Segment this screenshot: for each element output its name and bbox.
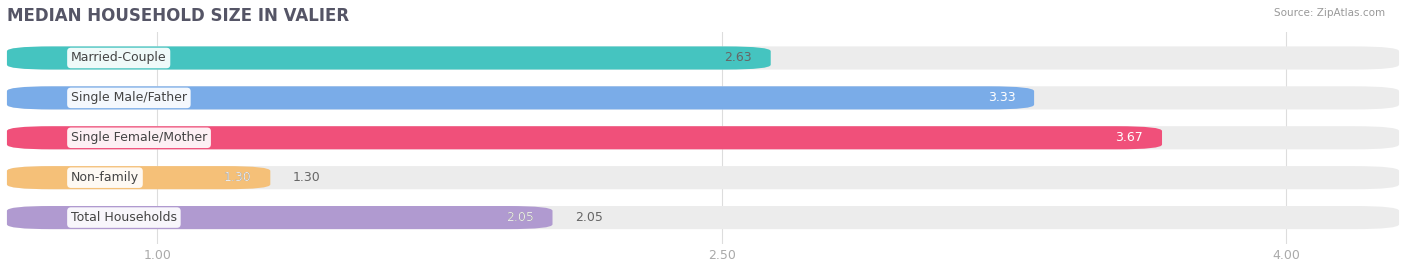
Text: 2.05: 2.05 — [575, 211, 603, 224]
Text: 1.30: 1.30 — [224, 171, 252, 184]
Text: Single Male/Father: Single Male/Father — [70, 91, 187, 104]
Text: 1.30: 1.30 — [224, 171, 252, 184]
Text: 2.05: 2.05 — [506, 211, 534, 224]
FancyBboxPatch shape — [7, 126, 1161, 149]
Text: 2.63: 2.63 — [724, 51, 752, 65]
FancyBboxPatch shape — [7, 47, 1399, 70]
Text: Source: ZipAtlas.com: Source: ZipAtlas.com — [1274, 8, 1385, 18]
FancyBboxPatch shape — [7, 166, 1399, 189]
Text: Married-Couple: Married-Couple — [70, 51, 166, 65]
Text: Total Households: Total Households — [70, 211, 177, 224]
FancyBboxPatch shape — [7, 166, 270, 189]
Text: 2.05: 2.05 — [506, 211, 534, 224]
Text: MEDIAN HOUSEHOLD SIZE IN VALIER: MEDIAN HOUSEHOLD SIZE IN VALIER — [7, 7, 349, 25]
FancyBboxPatch shape — [7, 47, 770, 70]
FancyBboxPatch shape — [7, 206, 1399, 229]
FancyBboxPatch shape — [7, 86, 1399, 109]
Text: 3.33: 3.33 — [987, 91, 1015, 104]
Text: 3.67: 3.67 — [1115, 131, 1143, 144]
FancyBboxPatch shape — [7, 86, 1033, 109]
FancyBboxPatch shape — [7, 126, 1399, 149]
FancyBboxPatch shape — [7, 206, 553, 229]
Text: 1.30: 1.30 — [292, 171, 321, 184]
Text: Non-family: Non-family — [70, 171, 139, 184]
Text: Single Female/Mother: Single Female/Mother — [70, 131, 207, 144]
